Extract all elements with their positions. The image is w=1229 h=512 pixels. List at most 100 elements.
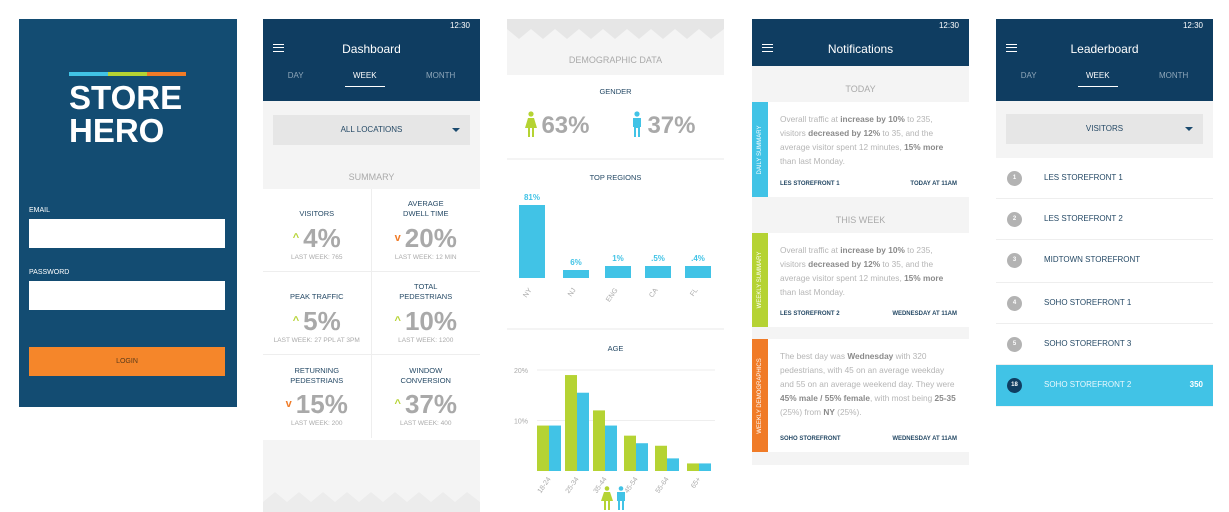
male-age-bar xyxy=(577,392,589,471)
male-icon xyxy=(617,492,625,510)
notification-text-segment: decreased by 12% xyxy=(808,128,881,138)
notification-card[interactable]: DAILY SUMMARY Overall traffic at increase… xyxy=(752,102,969,197)
notification-text-segment: than last Monday. xyxy=(780,156,845,166)
leaderboard-row[interactable]: 5 SOHO STOREFRONT 3 xyxy=(996,324,1213,365)
region-value-label: .4% xyxy=(691,254,705,263)
metric-value-row: ^ 10% xyxy=(372,306,481,337)
metric-value: VISITORS xyxy=(1085,124,1124,133)
notification-card[interactable]: WEEKLY SUMMARY Overall traffic at increas… xyxy=(752,233,969,327)
tab-week[interactable]: WEEK xyxy=(1077,71,1118,87)
metric-label: VISITORS xyxy=(299,209,335,218)
tab-day[interactable]: DAY xyxy=(1020,71,1037,80)
metric-value-row: ^ 5% xyxy=(263,306,371,337)
notification-text-segment: with 320 pedestrians, with 45 on an aver… xyxy=(780,351,955,389)
notification-time: TODAY AT 11AM xyxy=(910,181,957,187)
leaderboard-row[interactable]: 3 MIDTOWN STOREFRONT xyxy=(996,240,1213,283)
leaderboard-row[interactable]: 2 LES STOREFRONT 2 xyxy=(996,199,1213,240)
tab-month[interactable]: MONTH xyxy=(425,71,456,80)
app-header: 12:30 Leaderboard DAY WEEK MONTH xyxy=(996,19,1213,101)
metric-sub: LAST WEEK: 400 xyxy=(399,420,452,427)
notification-store: LES STOREFRONT 2 xyxy=(780,311,840,317)
rank-badge: 1 xyxy=(1007,171,1022,186)
login-button[interactable]: LOGIN xyxy=(29,347,225,376)
age-chart: 20% 10% 18-24 25-34 35-44 45-54 55-64 65+ xyxy=(514,368,715,510)
notification-time: WEDNESDAY AT 11AM xyxy=(892,436,957,442)
region-bar xyxy=(519,205,545,278)
chevron-down-icon: v xyxy=(394,232,401,244)
password-input[interactable] xyxy=(29,281,225,310)
notification-text-segment: 45% male / 55% female xyxy=(780,393,870,403)
store-name: LES STOREFRONT 2 xyxy=(1044,214,1123,223)
metric-sub: LAST WEEK: 1200 xyxy=(398,337,454,344)
logo-text: STORE xyxy=(69,79,183,116)
notification-text-segment: NY xyxy=(823,407,835,417)
rank-badge: 5 xyxy=(1007,337,1022,352)
notification-card[interactable]: WEEKLY DEMOGRAPHICS The best day was Wedn… xyxy=(752,339,969,452)
metric-dropdown[interactable]: VISITORS xyxy=(1006,114,1203,144)
notification-text-segment: than last Monday. xyxy=(780,287,845,297)
age-tick-label: 55-64 xyxy=(655,476,671,495)
notification-text-segment: to 235, visitors xyxy=(780,245,933,269)
metric-card: RETURNING PEDESTRIANS v 15% LAST WEEK: 200 xyxy=(263,355,372,438)
leaderboard-screen: 12:30 Leaderboard DAY WEEK MONTH VISITOR… xyxy=(996,19,1213,407)
female-age-bar xyxy=(537,425,549,471)
status-bar: 12:30 xyxy=(752,19,969,33)
section-title: SUMMARY xyxy=(348,172,395,182)
notification-text: The best day was Wednesday with 320 pede… xyxy=(780,349,957,419)
email-input[interactable] xyxy=(29,219,225,248)
metric-value-row: ^ 37% xyxy=(372,389,481,420)
logo: STORE HERO xyxy=(69,72,186,147)
tab-month[interactable]: MONTH xyxy=(1158,71,1189,80)
tab-week[interactable]: WEEK xyxy=(344,71,385,87)
metric-card: AVERAGE DWELL TIME v 20% LAST WEEK: 12 MIN xyxy=(371,189,481,272)
store-name: SOHO STOREFRONT 3 xyxy=(1044,339,1132,348)
female-percent: 63% xyxy=(541,112,590,139)
menu-icon[interactable] xyxy=(273,44,284,52)
section-today: TODAY xyxy=(845,84,876,94)
tab-day[interactable]: DAY xyxy=(287,71,304,80)
leaderboard-row[interactable]: 1 LES STOREFRONT 1 xyxy=(996,158,1213,199)
app-header: 12:30 Dashboard DAY WEEK MONTH xyxy=(263,19,480,101)
notification-text-segment: 15% more xyxy=(904,273,944,283)
rank-badge: 3 xyxy=(1007,253,1022,268)
page-title: Notifications xyxy=(827,42,894,56)
region-tick-label: FL xyxy=(689,287,699,298)
notification-text-segment: Overall traffic at xyxy=(780,245,841,255)
metric-sub: LAST WEEK: 200 xyxy=(290,420,343,427)
location-dropdown[interactable]: ALL LOCATIONS xyxy=(273,115,470,145)
male-age-bar xyxy=(605,425,617,471)
leaderboard-row[interactable]: 4 SOHO STOREFRONT 1 xyxy=(996,283,1213,324)
female-age-bar xyxy=(687,463,699,471)
male-age-bar xyxy=(549,425,561,471)
notification-text: Overall traffic at increase by 10% to 23… xyxy=(780,112,957,168)
notification-store: SOHO STOREFRONT xyxy=(780,436,841,442)
metric-value: 5% xyxy=(303,306,341,336)
store-value: 350 xyxy=(1189,380,1203,389)
menu-icon[interactable] xyxy=(1006,44,1017,52)
notifications-screen: 12:30 Notifications TODAY THIS WEEK DAIL… xyxy=(752,19,969,465)
metric-value: 4% xyxy=(303,223,341,253)
female-age-bar xyxy=(655,445,667,471)
notification-store: LES STOREFRONT 1 xyxy=(780,181,840,187)
age-tick-label: 18-24 xyxy=(537,476,553,495)
demographics-screen: DEMOGRAPHIC DATA GENDER 63% 37% TOP REGI… xyxy=(507,19,724,512)
metric-value: 37% xyxy=(404,389,457,419)
age-tick-label: 45-54 xyxy=(624,476,640,495)
notification-time: WEDNESDAY AT 11AM xyxy=(892,311,957,317)
region-value-label: 81% xyxy=(524,193,540,202)
dashboard-screen: 12:30 Dashboard DAY WEEK MONTH ALL LOCAT… xyxy=(263,19,480,512)
age-card: AGE 20% 10% 18-24 25-34 35-44 45-54 55-64 65+ xyxy=(507,330,724,512)
metric-value: 20% xyxy=(404,223,457,253)
male-icon xyxy=(618,486,624,491)
metric-sub: LAST WEEK: 12 MIN xyxy=(394,254,457,261)
rank-badge: 18 xyxy=(1007,378,1022,393)
current-store-row[interactable]: 18 SOHO STOREFRONT 2 350 xyxy=(996,365,1213,406)
metric-label: WINDOW CONVERSION xyxy=(400,366,451,385)
status-bar: 12:30 xyxy=(263,19,480,33)
notification-text-segment: (25%). xyxy=(834,407,862,417)
store-name: MIDTOWN STOREFRONT xyxy=(1044,255,1141,264)
metric-value-row: v 20% xyxy=(372,223,481,254)
region-value-label: .5% xyxy=(651,254,665,263)
menu-icon[interactable] xyxy=(762,44,773,52)
gender-title: GENDER xyxy=(599,87,632,96)
